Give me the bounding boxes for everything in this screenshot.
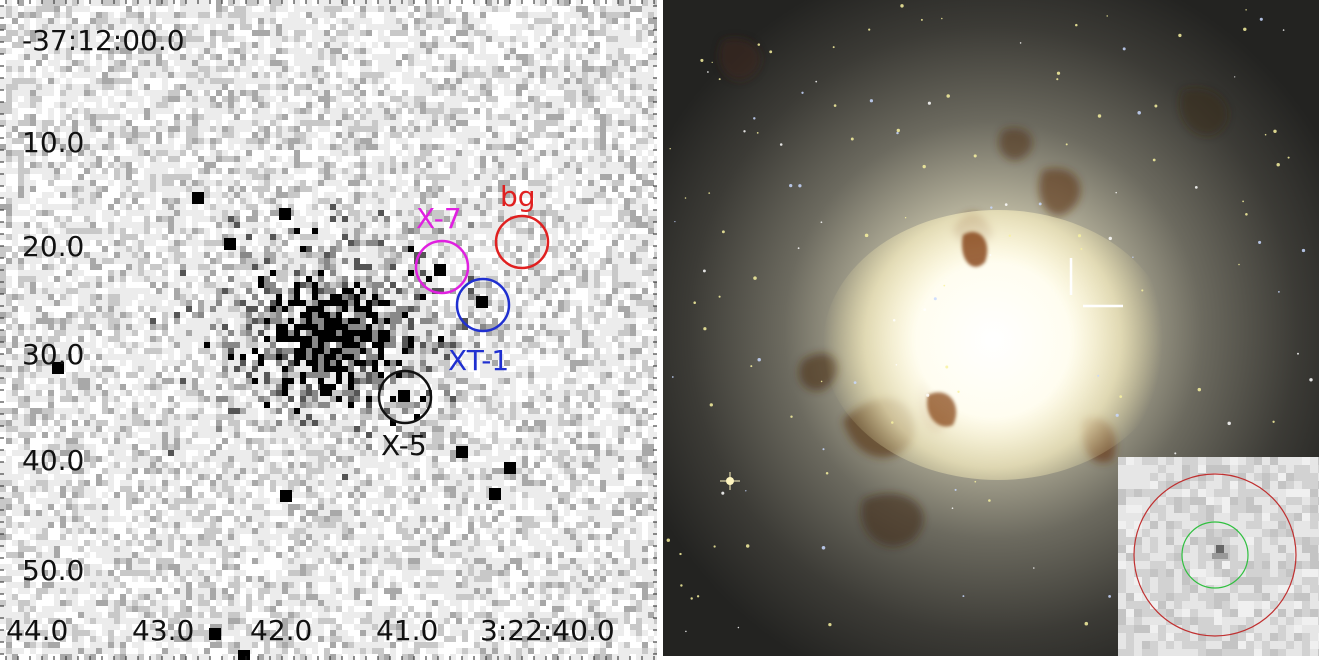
galaxy-image [663,0,1319,656]
inset-cutout [1118,457,1319,656]
xt1-region-circle [455,277,511,333]
inset-inner-circle [1181,521,1249,589]
galaxy-core [823,210,1173,480]
xray-image: -37:12:00.0 10.0 20.0 30.0 40.0 50.0 44.… [0,0,657,660]
bg-region-label: bg [500,180,536,213]
x-axis-label-4: 3:22:40.0 [480,614,615,647]
bg-region-circle [494,214,550,270]
y-axis-label-2: 20.0 [22,230,84,263]
x-axis-label-0: 44.0 [6,614,68,647]
x-axis-label-2: 42.0 [250,614,312,647]
axis-ticks [0,0,657,660]
inset-source-wing [1212,553,1228,559]
y-axis-label-5: 50.0 [22,554,84,587]
y-axis-label-1: 10.0 [22,126,84,159]
y-axis-label-3: 30.0 [22,338,84,371]
x-axis-label-3: 41.0 [376,614,438,647]
bright-star [720,472,740,490]
xt1-region-label: XT-1 [448,344,509,377]
inset-source-pixel [1216,545,1224,553]
y-axis-label-4: 40.0 [22,444,84,477]
inset-noise-pixels [1118,457,1319,656]
optical-image-panel [663,0,1319,656]
x-axis-label-1: 43.0 [132,614,194,647]
core-dust [927,231,988,427]
x5-region-label: X-5 [381,429,427,462]
x7-region-circle [414,239,470,295]
x5-region-circle [377,369,433,425]
inset-outer-circle [1133,473,1297,637]
xray-image-panel: -37:12:00.0 10.0 20.0 30.0 40.0 50.0 44.… [0,0,657,660]
xray-emission-pixels [52,192,516,660]
x7-region-label: X-7 [416,202,462,235]
y-axis-label-0: -37:12:00.0 [22,24,185,57]
